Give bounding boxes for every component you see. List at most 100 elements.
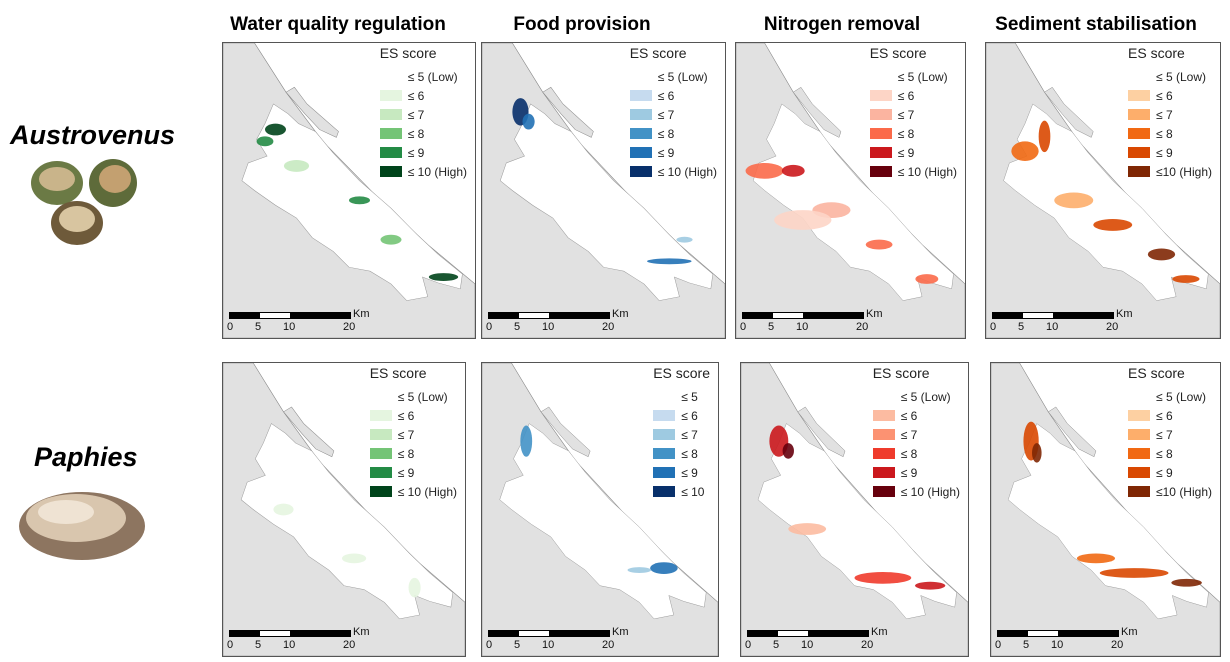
legend-label: ≤ 5 (Low)	[1156, 69, 1206, 84]
legend-swatch	[872, 448, 895, 459]
es-score-patch	[854, 572, 912, 584]
legend-swatch	[629, 71, 652, 82]
legend-swatch	[872, 467, 895, 478]
legend-swatch	[629, 109, 652, 120]
scale-tick: 10	[283, 639, 296, 651]
legend-item: ≤ 7	[1128, 105, 1212, 124]
map-panel-austrovenus-sediment-stabilisation: ES score ≤ 5 (Low) ≤ 6 ≤ 7 ≤ 8 ≤ 9 ≤10 (High) …	[985, 42, 1221, 339]
scale-tick: 0	[740, 321, 747, 333]
legend-item: ≤ 6	[379, 86, 467, 105]
es-score-legend: ES score ≤ 5 (Low) ≤ 6 ≤ 7 ≤ 8 ≤ 9 ≤ 10 (High)	[872, 365, 960, 501]
column-title-food-provision: Food provision	[513, 14, 651, 35]
legend-item: ≤ 7	[629, 105, 717, 124]
legend-swatch	[379, 166, 402, 177]
scale-bar: Km 0 5 10 20	[486, 308, 636, 336]
legend-item: ≤ 5 (Low)	[872, 387, 960, 406]
scale-tick: 10	[283, 321, 296, 333]
sand-spit	[797, 406, 846, 458]
legend-swatch	[653, 410, 676, 421]
legend-swatch	[1128, 448, 1151, 459]
legend-label: ≤ 10 (High)	[897, 164, 957, 179]
legend-label: ≤ 6	[397, 408, 415, 423]
legend-item: ≤ 6	[653, 406, 710, 425]
legend-item: ≤ 8	[369, 444, 457, 463]
legend-swatch	[1128, 166, 1151, 177]
legend-label: ≤ 5 (Low)	[407, 69, 458, 84]
map-panel-paphies-food-provision: ES score ≤ 5 ≤ 6 ≤ 7 ≤ 8 ≤ 9 ≤ 10 Km 0 5 10 20	[481, 362, 719, 657]
legend-item: ≤ 8	[869, 124, 957, 143]
scale-tick: 20	[602, 639, 615, 651]
scale-tick: 5	[1018, 321, 1025, 333]
legend-swatch	[869, 109, 892, 120]
es-score-patch	[428, 273, 459, 281]
legend-swatch	[1128, 391, 1151, 402]
es-score-patch	[1011, 141, 1039, 161]
scale-unit: Km	[1116, 308, 1133, 320]
legend-item: ≤ 5 (Low)	[869, 67, 957, 86]
map-panel-paphies-nitrogen-removal: ES score ≤ 5 (Low) ≤ 6 ≤ 7 ≤ 8 ≤ 9 ≤ 10 (High)…	[740, 362, 969, 657]
legend-swatch	[872, 391, 895, 402]
legend-item: ≤ 9	[1128, 143, 1212, 162]
es-score-patch	[349, 196, 370, 205]
legend-swatch	[869, 71, 892, 82]
scale-tick: 0	[745, 639, 752, 651]
scale-tick: 0	[227, 639, 234, 651]
legend-swatch	[653, 486, 676, 497]
legend-label: ≤ 9	[1156, 465, 1173, 480]
legend-item: ≤ 10 (High)	[869, 162, 957, 181]
estuary-map	[986, 43, 1220, 338]
legend-label: ≤ 5 (Low)	[1156, 389, 1206, 404]
map-panel-austrovenus-nitrogen-removal: ES score ≤ 5 (Low) ≤ 6 ≤ 7 ≤ 8 ≤ 9 ≤ 10 (High)…	[735, 42, 966, 339]
legend-title: ES score	[629, 45, 687, 61]
legend-item: ≤ 5 (Low)	[1128, 387, 1212, 406]
legend-item: ≤ 9	[369, 463, 457, 482]
legend-label: ≤ 9	[900, 465, 918, 480]
legend-label: ≤ 8	[407, 126, 425, 141]
legend-item: ≤ 10 (High)	[629, 162, 717, 181]
legend-swatch	[869, 166, 892, 177]
legend-label: ≤ 5 (Low)	[897, 69, 948, 84]
legend-title: ES score	[872, 365, 930, 381]
austrovenus-shells-image	[31, 159, 137, 245]
legend-item: ≤ 7	[379, 105, 467, 124]
species-label-austrovenus: Austrovenus	[10, 120, 176, 150]
legend-label: ≤ 8	[397, 446, 415, 461]
legend-swatch	[379, 128, 402, 139]
legend-item: ≤ 7	[653, 425, 710, 444]
estuary-map	[482, 363, 718, 656]
es-score-legend: ES score ≤ 5 (Low) ≤ 6 ≤ 7 ≤ 8 ≤ 9 ≤ 10 (High)	[379, 45, 467, 181]
legend-swatch	[379, 90, 402, 101]
legend-label: ≤ 7	[681, 427, 698, 442]
es-score-patch	[782, 443, 794, 459]
scale-unit: Km	[353, 626, 370, 638]
legend-item: ≤10 (High)	[1128, 482, 1212, 501]
legend-swatch	[369, 467, 392, 478]
estuary-map	[223, 363, 465, 656]
legend-item: ≤ 5 (Low)	[369, 387, 457, 406]
scale-bar: Km 0 5 10 20	[990, 308, 1140, 336]
scale-tick: 20	[861, 639, 874, 651]
scale-bar: Km 0 5 10 20	[486, 626, 636, 654]
legend-swatch	[369, 448, 392, 459]
legend-swatch	[1128, 128, 1151, 139]
es-score-patch	[650, 562, 678, 574]
scale-unit: Km	[612, 308, 629, 320]
legend-label: ≤ 5	[681, 389, 698, 404]
estuary-map	[741, 363, 968, 656]
es-score-patch	[1054, 192, 1094, 209]
legend-title: ES score	[1128, 45, 1185, 61]
legend-swatch	[872, 429, 895, 440]
legend-title: ES score	[869, 45, 927, 61]
harbour-area	[240, 423, 454, 620]
scale-tick: 10	[1051, 639, 1064, 651]
sand-spit	[1047, 406, 1097, 458]
estuary-map	[482, 43, 725, 338]
scale-unit: Km	[1121, 626, 1138, 638]
es-score-patch	[915, 274, 939, 284]
legend-swatch	[1128, 429, 1151, 440]
legend-swatch	[1128, 467, 1151, 478]
column-title-water-quality: Water quality regulation	[230, 14, 446, 35]
scale-bar: Km 0 5 10 20	[995, 626, 1145, 654]
sand-spit	[285, 86, 339, 138]
legend-item: ≤ 5 (Low)	[1128, 67, 1212, 86]
